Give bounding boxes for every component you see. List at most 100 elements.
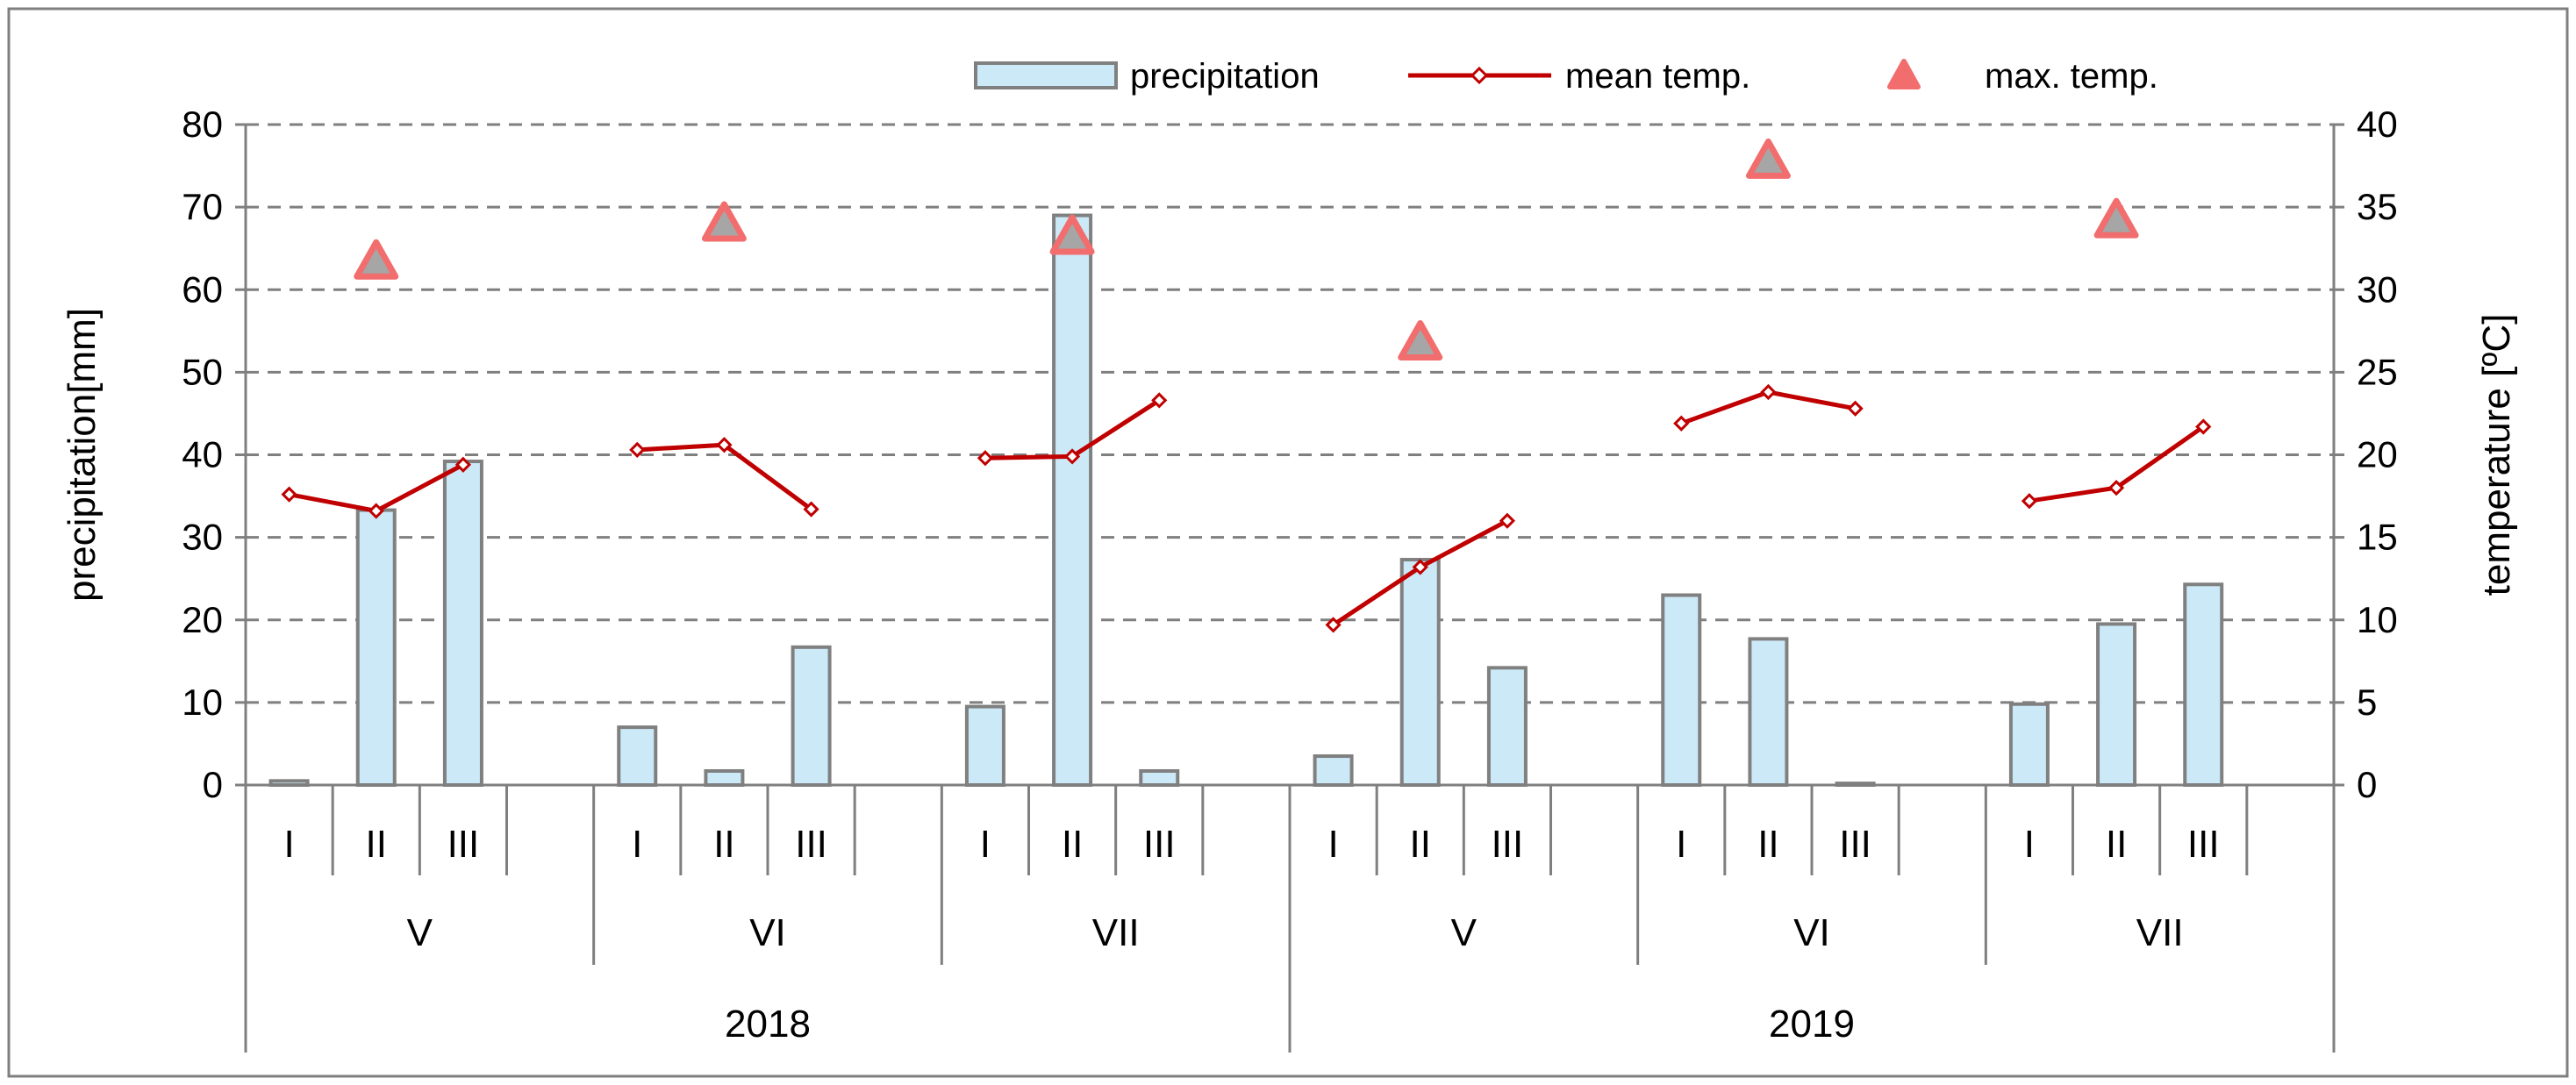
max-temp-marker	[2093, 197, 2139, 239]
precipitation-bar	[442, 460, 483, 788]
precipitation-bar	[704, 768, 745, 788]
decade-label: I	[1676, 823, 1686, 866]
left-tick-label: 50	[182, 351, 223, 392]
precipitation-bar	[1661, 593, 1702, 788]
decade-label: I	[632, 823, 642, 866]
max-temp-markers	[354, 138, 2139, 360]
precipitation-bar	[1052, 213, 1093, 788]
decade-label: III	[1839, 823, 1871, 866]
mean-temp-point	[1412, 559, 1428, 575]
mean-temp-point	[1499, 512, 1516, 529]
legend-precipitation-swatch	[974, 61, 1118, 89]
left-tick-label: 70	[182, 186, 223, 227]
tick-labels: 0 10 20 30 40 50 60 70 80 0 5 10 15 20 25 30 35 40	[182, 104, 2397, 805]
mean-temp-point	[803, 501, 819, 518]
left-tick-label: 10	[182, 682, 223, 723]
precipitation-bar	[617, 725, 658, 787]
precipitation-bar	[355, 508, 397, 787]
left-tick-label: 40	[182, 434, 223, 475]
mean-temp-point	[2021, 493, 2038, 510]
precipitation-bar	[2183, 582, 2224, 787]
mean-temp-point	[2107, 480, 2125, 496]
mean-temp-point	[1760, 383, 1777, 401]
precipitation-bar	[2096, 622, 2137, 787]
legend-mean-temp-point	[1470, 66, 1489, 85]
left-tick-label: 30	[182, 517, 223, 558]
right-tick-label: 15	[2357, 517, 2398, 558]
decade-label: III	[2187, 823, 2220, 866]
right-tick-label: 0	[2357, 764, 2377, 805]
decade-label: I	[980, 823, 991, 866]
max-temp-marker	[354, 239, 399, 280]
mean-temp-point	[454, 456, 472, 473]
right-tick-label: 30	[2357, 268, 2398, 310]
decade-label: II	[713, 823, 734, 866]
right-tick-label: 35	[2357, 186, 2398, 227]
legend-precipitation-label: precipitation	[1130, 57, 1320, 96]
decade-label: II	[1062, 823, 1083, 866]
right-tick-label: 10	[2357, 599, 2398, 640]
gridlines	[246, 123, 2334, 704]
legend: precipitation mean temp. max. temp.	[974, 57, 2158, 96]
legend-mean-temp-label: mean temp.	[1565, 57, 1750, 96]
mean-temp-point	[368, 503, 384, 519]
decade-label: II	[1757, 823, 1778, 866]
max-temp-marker	[1745, 138, 1791, 179]
mean-temp-point	[1151, 392, 1168, 409]
max-temp-marker	[1049, 214, 1095, 255]
mean-temp-point	[1063, 448, 1081, 465]
year-label: 2019	[1769, 1003, 1855, 1046]
right-tick-label: 5	[2357, 682, 2377, 723]
mean-temp-point	[1673, 415, 1690, 432]
left-tick-label: 20	[182, 599, 223, 640]
year-label: 2018	[725, 1003, 811, 1046]
precipitation-bar	[1313, 754, 1354, 788]
month-label: VII	[2136, 911, 2184, 954]
decade-label: III	[447, 823, 480, 866]
precipitation-bar	[1399, 558, 1441, 787]
legend-max-temp-label: max. temp.	[1985, 57, 2158, 96]
month-label: VI	[749, 911, 786, 954]
month-label: VII	[1092, 911, 1140, 954]
legend-max-temp-marker	[1887, 59, 1921, 89]
month-label: V	[1451, 911, 1478, 954]
left-tick-label: 60	[182, 268, 223, 310]
mean-temp-lines	[281, 383, 2212, 633]
month-label: V	[407, 911, 433, 954]
precipitation-bar	[1486, 666, 1528, 788]
mean-temp-point	[716, 437, 733, 453]
mean-temp-point	[281, 486, 297, 503]
precipitation-bar	[1748, 637, 1789, 787]
max-temp-marker	[1398, 319, 1443, 360]
mean-temp-point	[1847, 400, 1864, 417]
decade-label: III	[1492, 823, 1524, 866]
right-tick-label: 40	[2357, 104, 2398, 145]
decade-label: III	[1143, 823, 1176, 866]
right-tick-label: 25	[2357, 351, 2398, 392]
mean-temp-point	[977, 450, 994, 467]
max-temp-marker	[701, 201, 747, 242]
left-tick-label: 0	[203, 764, 223, 805]
chart-frame	[7, 7, 2569, 1078]
decade-label: II	[1410, 823, 1431, 866]
decade-label: II	[366, 823, 387, 866]
right-tick-label: 20	[2357, 434, 2398, 475]
axis-titles: precipitation[mm] temperature [ºC]	[61, 308, 2518, 602]
decade-label: I	[283, 823, 294, 866]
mean-temp-point	[1325, 617, 1342, 633]
left-tick-label: 80	[182, 104, 223, 145]
decade-label: III	[795, 823, 827, 866]
decade-label: I	[1327, 823, 1338, 866]
y-axis-title: precipitation[mm]	[61, 308, 104, 602]
mean-temp-point	[2195, 418, 2212, 435]
decade-label: II	[2106, 823, 2127, 866]
precipitation-bar	[791, 645, 832, 788]
precipitation-bar	[964, 704, 1005, 787]
decade-label: I	[2024, 823, 2035, 866]
precipitation-bar	[2008, 702, 2050, 788]
y2-axis-title: temperature [ºC]	[2475, 314, 2518, 596]
month-label: VI	[1793, 911, 1830, 954]
precipitation-bar	[1139, 768, 1180, 788]
